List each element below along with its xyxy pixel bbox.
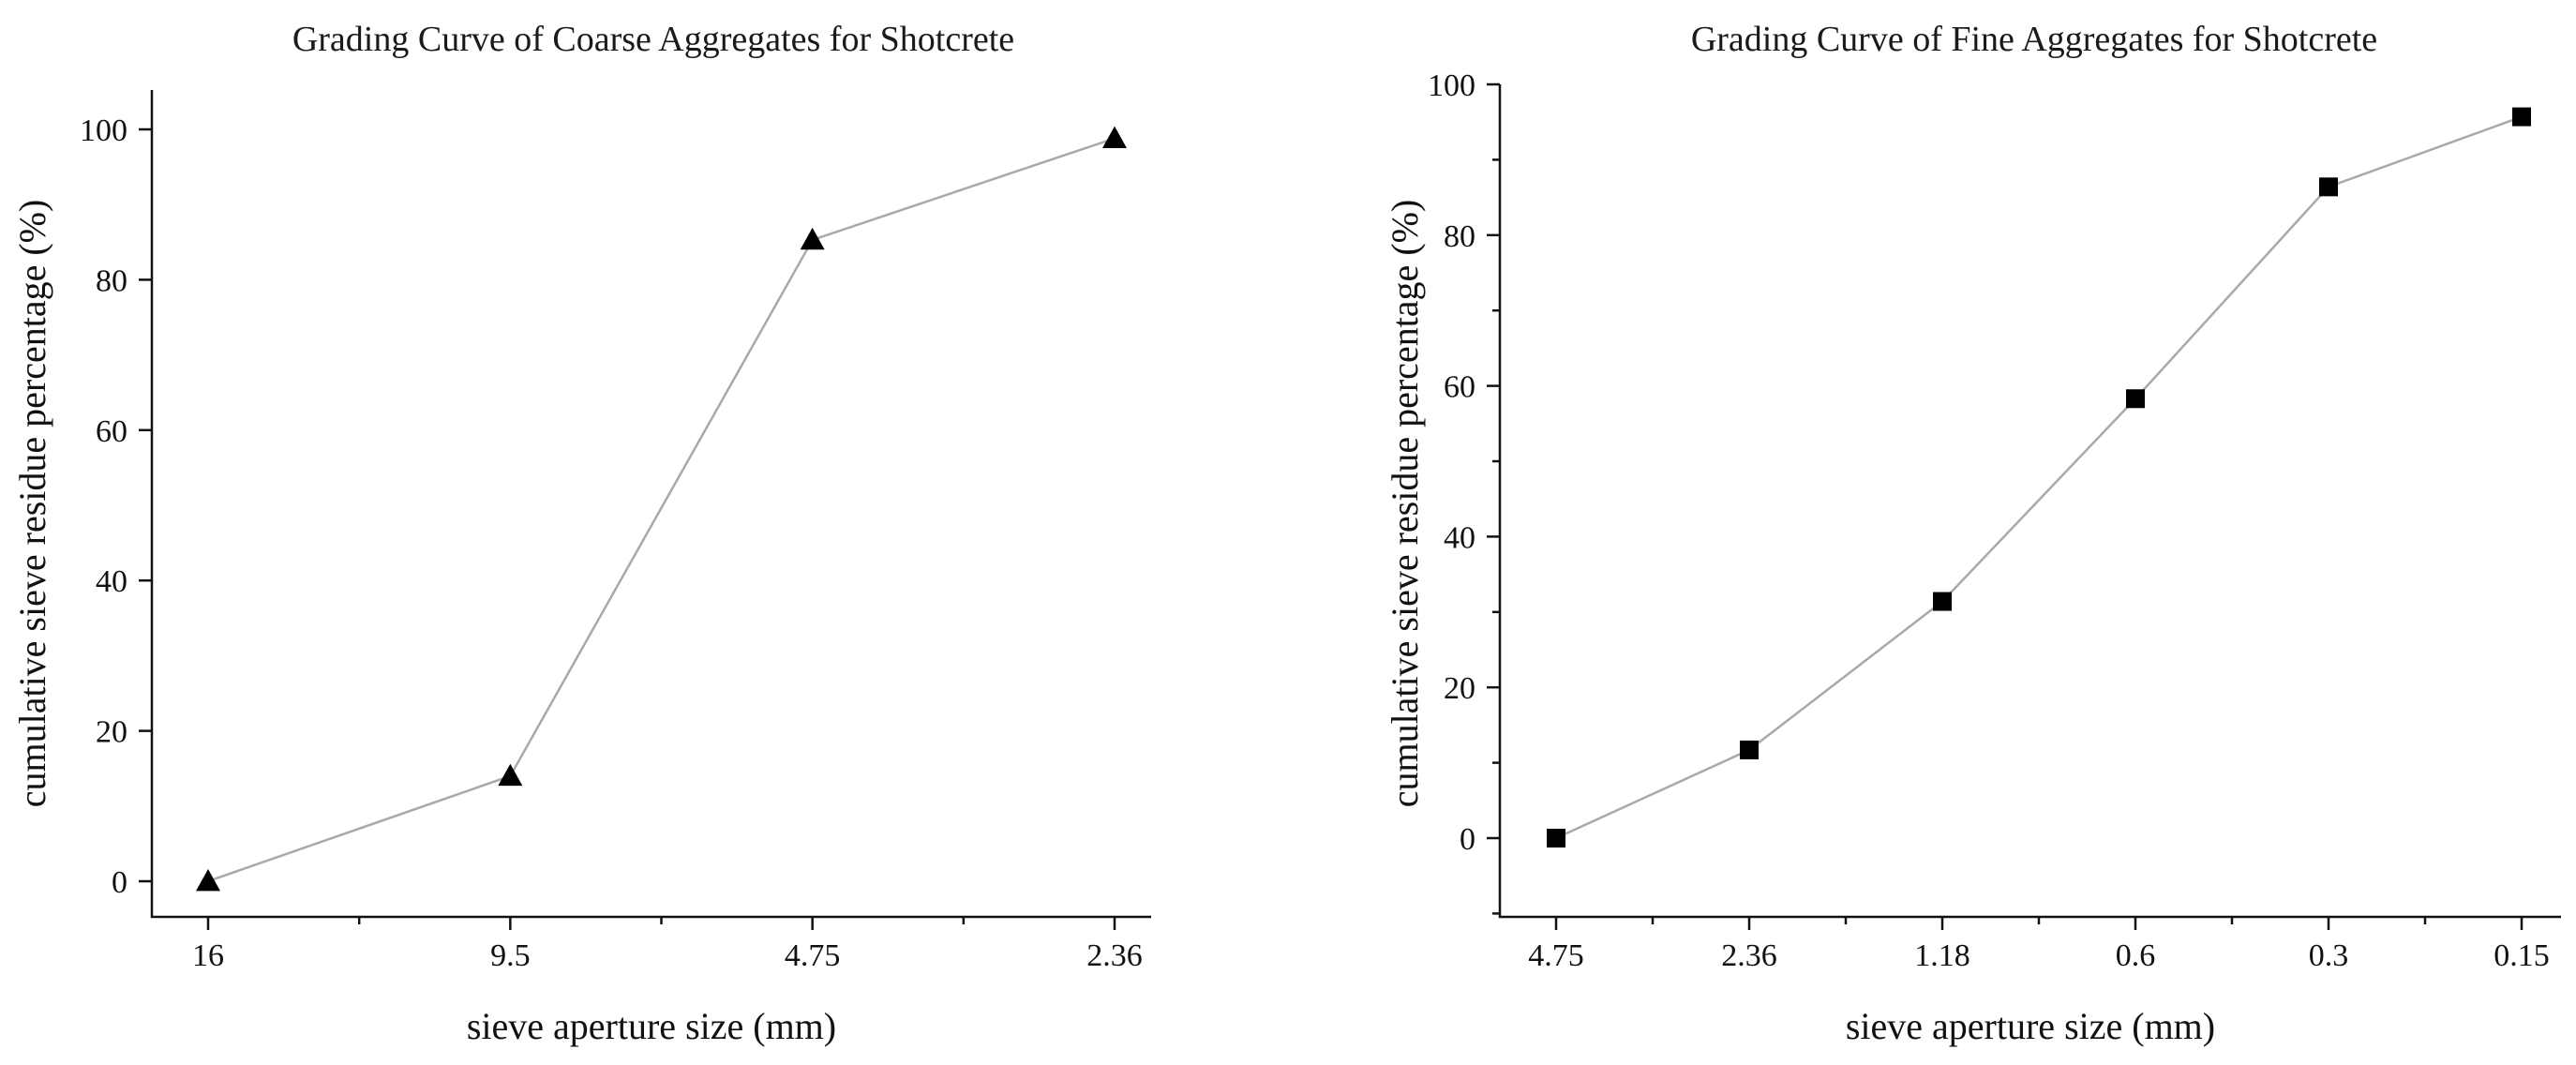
axis-frame xyxy=(1498,84,2561,919)
series-markers xyxy=(196,126,1127,892)
axis-frame xyxy=(150,90,1151,919)
y-tick-label: 60 xyxy=(1444,370,1475,405)
fine-aggregate-chart: Grading Curve of Fine Aggregates for Sho… xyxy=(1384,20,2561,1047)
y-tick-label: 40 xyxy=(96,564,127,599)
y-tick-label: 20 xyxy=(96,715,127,750)
x-tick-label: 2.36 xyxy=(1086,938,1143,973)
x-tick-label: 2.36 xyxy=(1721,938,1777,973)
x-tick-label: 4.75 xyxy=(1528,938,1584,973)
data-point-square xyxy=(1740,740,1759,759)
x-axis-ticks: 16 9.5 4.75 2.36 xyxy=(192,917,1143,973)
x-tick-label: 0.15 xyxy=(2494,938,2550,973)
x-axis-label: sieve aperture size (mm) xyxy=(1846,1005,2215,1047)
y-axis-label: cumulative sieve residue percentage (%) xyxy=(11,200,53,808)
x-tick-label: 0.3 xyxy=(2309,938,2349,973)
x-tick-label: 9.5 xyxy=(490,938,531,973)
y-tick-label: 0 xyxy=(1460,822,1475,857)
chart-title: Grading Curve of Coarse Aggregates for S… xyxy=(292,20,1014,59)
x-tick-label: 16 xyxy=(192,938,224,973)
data-point-square xyxy=(1933,592,1952,611)
series-line xyxy=(207,137,1116,883)
data-point-triangle xyxy=(498,763,523,787)
x-axis-ticks: 4.75 2.36 1.18 0.6 0.3 0.15 xyxy=(1528,917,2550,973)
data-point-square xyxy=(1547,829,1565,848)
chart-marks xyxy=(1547,107,2531,848)
x-tick-label: 0.6 xyxy=(2116,938,2156,973)
series-markers xyxy=(1547,107,2531,848)
series-line xyxy=(1555,115,2523,840)
x-tick-label: 4.75 xyxy=(785,938,841,973)
y-axis-ticks: 0 20 40 60 80 100 xyxy=(80,113,152,900)
data-point-triangle xyxy=(196,869,220,892)
chart-marks xyxy=(196,126,1127,892)
data-point-square xyxy=(2512,107,2531,127)
y-tick-label: 80 xyxy=(1444,219,1475,254)
y-axis-ticks: 0 20 40 60 80 100 xyxy=(1428,68,1500,915)
coarse-aggregate-chart: Grading Curve of Coarse Aggregates for S… xyxy=(11,20,1151,1047)
y-tick-label: 0 xyxy=(112,865,127,900)
y-tick-label: 40 xyxy=(1444,520,1475,555)
y-tick-label: 80 xyxy=(96,263,127,298)
data-point-square xyxy=(2126,389,2145,409)
data-point-triangle xyxy=(1102,126,1127,149)
data-point-triangle xyxy=(800,227,825,250)
y-tick-label: 100 xyxy=(80,113,127,148)
y-tick-label: 20 xyxy=(1444,671,1475,706)
y-axis-label: cumulative sieve residue percentage (%) xyxy=(1384,200,1426,808)
x-tick-label: 1.18 xyxy=(1914,938,1970,973)
data-point-square xyxy=(2319,177,2338,197)
y-tick-label: 100 xyxy=(1428,68,1475,103)
x-axis-label: sieve aperture size (mm) xyxy=(467,1005,836,1047)
chart-title: Grading Curve of Fine Aggregates for Sho… xyxy=(1691,20,2377,59)
y-tick-label: 60 xyxy=(96,414,127,449)
